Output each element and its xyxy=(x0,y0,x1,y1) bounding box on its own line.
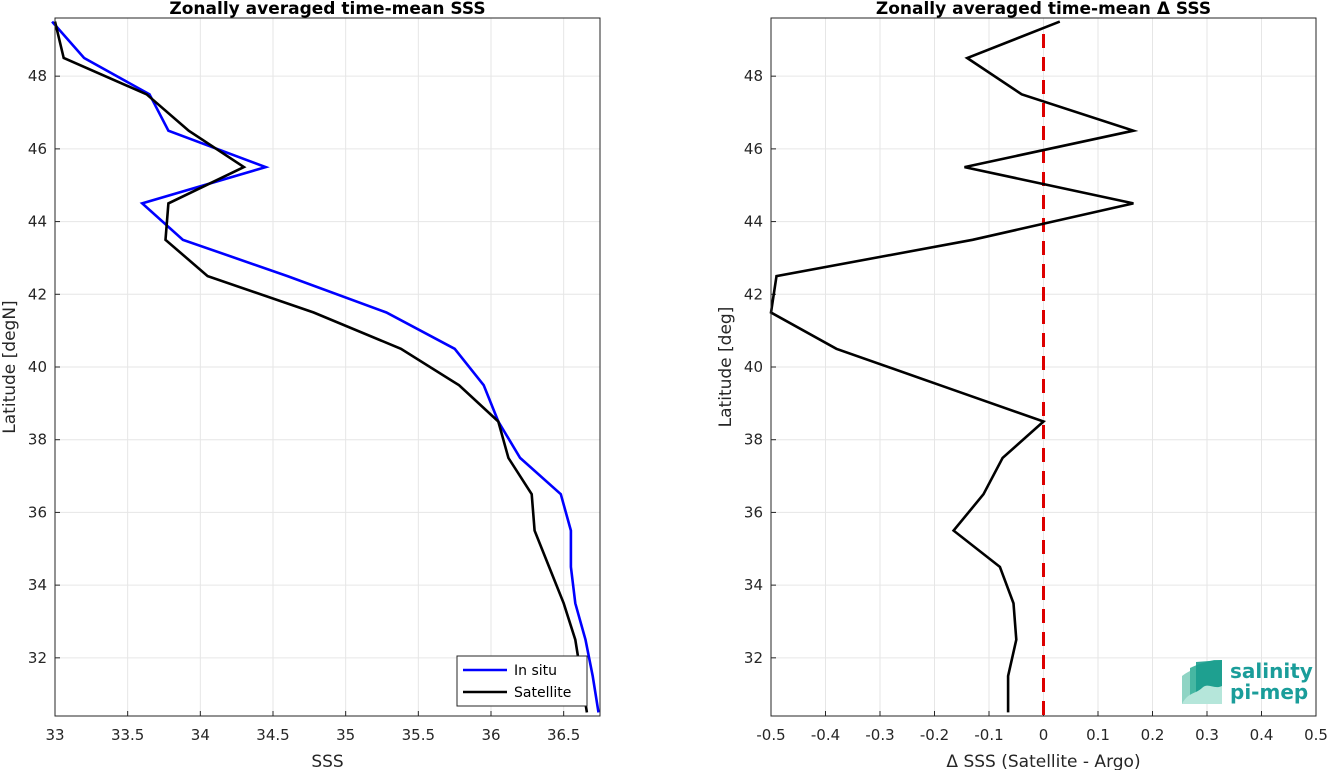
chart1-xtick-label-4: -0.1 xyxy=(974,726,1003,744)
chart0-ylabel: Latitude [degN] xyxy=(0,300,20,433)
chart1-xtick-label-1: -0.4 xyxy=(811,726,840,744)
chart1-xtick-label-7: 0.2 xyxy=(1141,726,1165,744)
chart0-ytick-label-2: 36 xyxy=(28,503,47,521)
chart0-xlabel: SSS xyxy=(311,752,343,770)
chart0-ytick-label-5: 42 xyxy=(28,285,47,303)
logo-line2: pi-mep xyxy=(1230,680,1308,704)
chart0-axes-frame xyxy=(54,17,601,717)
chart1-ytick-label-4: 40 xyxy=(744,358,763,376)
chart0-xtick-label-7: 36.5 xyxy=(547,726,580,744)
chart1-xtick-label-0: -0.5 xyxy=(756,726,785,744)
chart1-ytick-label-8: 48 xyxy=(744,67,763,85)
salinity-pi-mep-logo: salinity pi-mep xyxy=(1182,659,1313,704)
chart1-xtick-label-5: 0 xyxy=(1039,726,1049,744)
chart0-ytick-label-1: 34 xyxy=(28,576,47,594)
chart1-ytick-label-1: 34 xyxy=(744,576,763,594)
chart1-ylabel: Latitude [deg] xyxy=(716,307,736,428)
chart1-title: Zonally averaged time-mean Δ SSS xyxy=(876,0,1211,19)
chart1-ytick-label-6: 44 xyxy=(744,213,763,231)
chart0-xtick-label-5: 35.5 xyxy=(402,726,435,744)
chart-left-sss: 33 33.5 34 34.5 35 35.5 36 36.5 32 34 36 38 40 42 44 46… xyxy=(0,0,601,770)
chart1-ytick-label-3: 38 xyxy=(744,431,763,449)
chart1-xtick-label-6: 0.1 xyxy=(1086,726,1110,744)
chart0-ytick-label-8: 48 xyxy=(28,67,47,85)
chart0-xtick-label-1: 33.5 xyxy=(111,726,144,744)
chart1-xlabel: Δ SSS (Satellite - Argo) xyxy=(946,752,1140,770)
chart1-xtick-label-3: -0.2 xyxy=(920,726,949,744)
chart1-ytick-label-5: 42 xyxy=(744,285,763,303)
chart0-xtick-label-3: 34.5 xyxy=(256,726,289,744)
chart1-axes-frame xyxy=(770,17,1317,717)
chart1-series-line-0 xyxy=(769,20,1139,713)
chart0-ytick-label-4: 40 xyxy=(28,358,47,376)
chart1-xtick-label-2: -0.3 xyxy=(865,726,894,744)
chart0-xtick-label-0: 33 xyxy=(45,726,64,744)
chart0-xtick-label-2: 34 xyxy=(191,726,210,744)
chart1-xtick-label-10: 0.5 xyxy=(1304,726,1328,744)
chart1-xtick-label-8: 0.3 xyxy=(1195,726,1219,744)
chart0-ytick-label-7: 46 xyxy=(28,140,47,158)
chart0-xtick-label-6: 36 xyxy=(481,726,500,744)
chart0-xtick-label-4: 35 xyxy=(336,726,355,744)
chart-right-delta-sss: -0.5 -0.4 -0.3 -0.2 -0.1 0 0.1 0.2 0.3 0.4 0.5 32 34… xyxy=(716,0,1328,770)
chart0-legend-label-0: In situ xyxy=(514,663,557,679)
chart0-ytick-label-3: 38 xyxy=(28,431,47,449)
chart1-ytick-label-7: 46 xyxy=(744,140,763,158)
chart1-xtick-label-9: 0.4 xyxy=(1250,726,1274,744)
logo-line1: salinity xyxy=(1230,659,1313,683)
chart1-ytick-label-0: 32 xyxy=(744,649,763,667)
chart0-series-line-1 xyxy=(53,21,589,713)
chart0-legend-label-1: Satellite xyxy=(514,685,571,701)
logo-wave-icon xyxy=(1182,660,1222,704)
chart0-ytick-label-0: 32 xyxy=(28,649,47,667)
chart1-ytick-label-2: 36 xyxy=(744,503,763,521)
chart0-ytick-label-6: 44 xyxy=(28,213,47,231)
chart0-series-line-0 xyxy=(51,20,600,713)
chart0-legend-box xyxy=(456,655,588,707)
chart0-title: Zonally averaged time-mean SSS xyxy=(169,0,485,19)
